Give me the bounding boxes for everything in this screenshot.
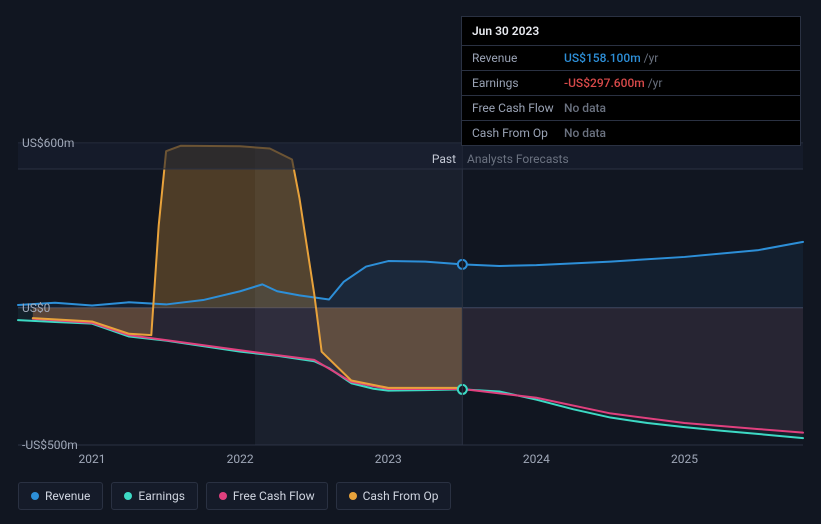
tooltip-row-value: No data bbox=[564, 101, 606, 115]
legend-dot-icon bbox=[31, 492, 39, 500]
x-tick-label: 2025 bbox=[671, 452, 698, 466]
tooltip-row: Earnings-US$297.600m/yr bbox=[462, 71, 800, 96]
tooltip-title: Jun 30 2023 bbox=[462, 17, 800, 46]
legend-label: Cash From Op bbox=[363, 489, 439, 503]
x-tick-label: 2023 bbox=[375, 452, 402, 466]
tooltip-row-label: Earnings bbox=[472, 76, 564, 90]
legend-item-free_cash_flow[interactable]: Free Cash Flow bbox=[206, 482, 328, 510]
legend-label: Revenue bbox=[45, 489, 90, 503]
legend-label: Earnings bbox=[138, 489, 185, 503]
x-tick-label: 2022 bbox=[227, 452, 254, 466]
tooltip-row-value: -US$297.600m/yr bbox=[564, 76, 662, 90]
y-tick-label: US$600m bbox=[22, 136, 74, 150]
chart-container: US$600m US$0 -US$500m 2021 2022 2023 2024 2025… bbox=[0, 0, 821, 524]
y-tick-label: -US$500m bbox=[22, 438, 78, 452]
tooltip-row-label: Free Cash Flow bbox=[472, 101, 564, 115]
tooltip-row-value: US$158.100m/yr bbox=[564, 51, 658, 65]
x-tick-label: 2021 bbox=[79, 452, 106, 466]
legend: Revenue Earnings Free Cash Flow Cash From O… bbox=[18, 482, 451, 510]
legend-item-cash_from_op[interactable]: Cash From Op bbox=[336, 482, 452, 510]
tooltip-row-label: Revenue bbox=[472, 51, 564, 65]
legend-dot-icon bbox=[219, 492, 227, 500]
legend-item-revenue[interactable]: Revenue bbox=[18, 482, 103, 510]
legend-label: Free Cash Flow bbox=[233, 489, 315, 503]
tooltip: Jun 30 2023 RevenueUS$158.100m/yrEarning… bbox=[461, 16, 801, 146]
legend-item-earnings[interactable]: Earnings bbox=[111, 482, 198, 510]
tooltip-row: Cash From OpNo data bbox=[462, 121, 800, 145]
tooltip-row-label: Cash From Op bbox=[472, 126, 564, 140]
forecast-label: Analysts Forecasts bbox=[467, 152, 569, 166]
legend-dot-icon bbox=[124, 492, 132, 500]
past-label: Past bbox=[432, 152, 456, 166]
x-tick-label: 2024 bbox=[523, 452, 550, 466]
tooltip-row: Free Cash FlowNo data bbox=[462, 96, 800, 121]
tooltip-row: RevenueUS$158.100m/yr bbox=[462, 46, 800, 71]
legend-dot-icon bbox=[349, 492, 357, 500]
tooltip-row-value: No data bbox=[564, 126, 606, 140]
y-tick-label: US$0 bbox=[22, 301, 50, 315]
